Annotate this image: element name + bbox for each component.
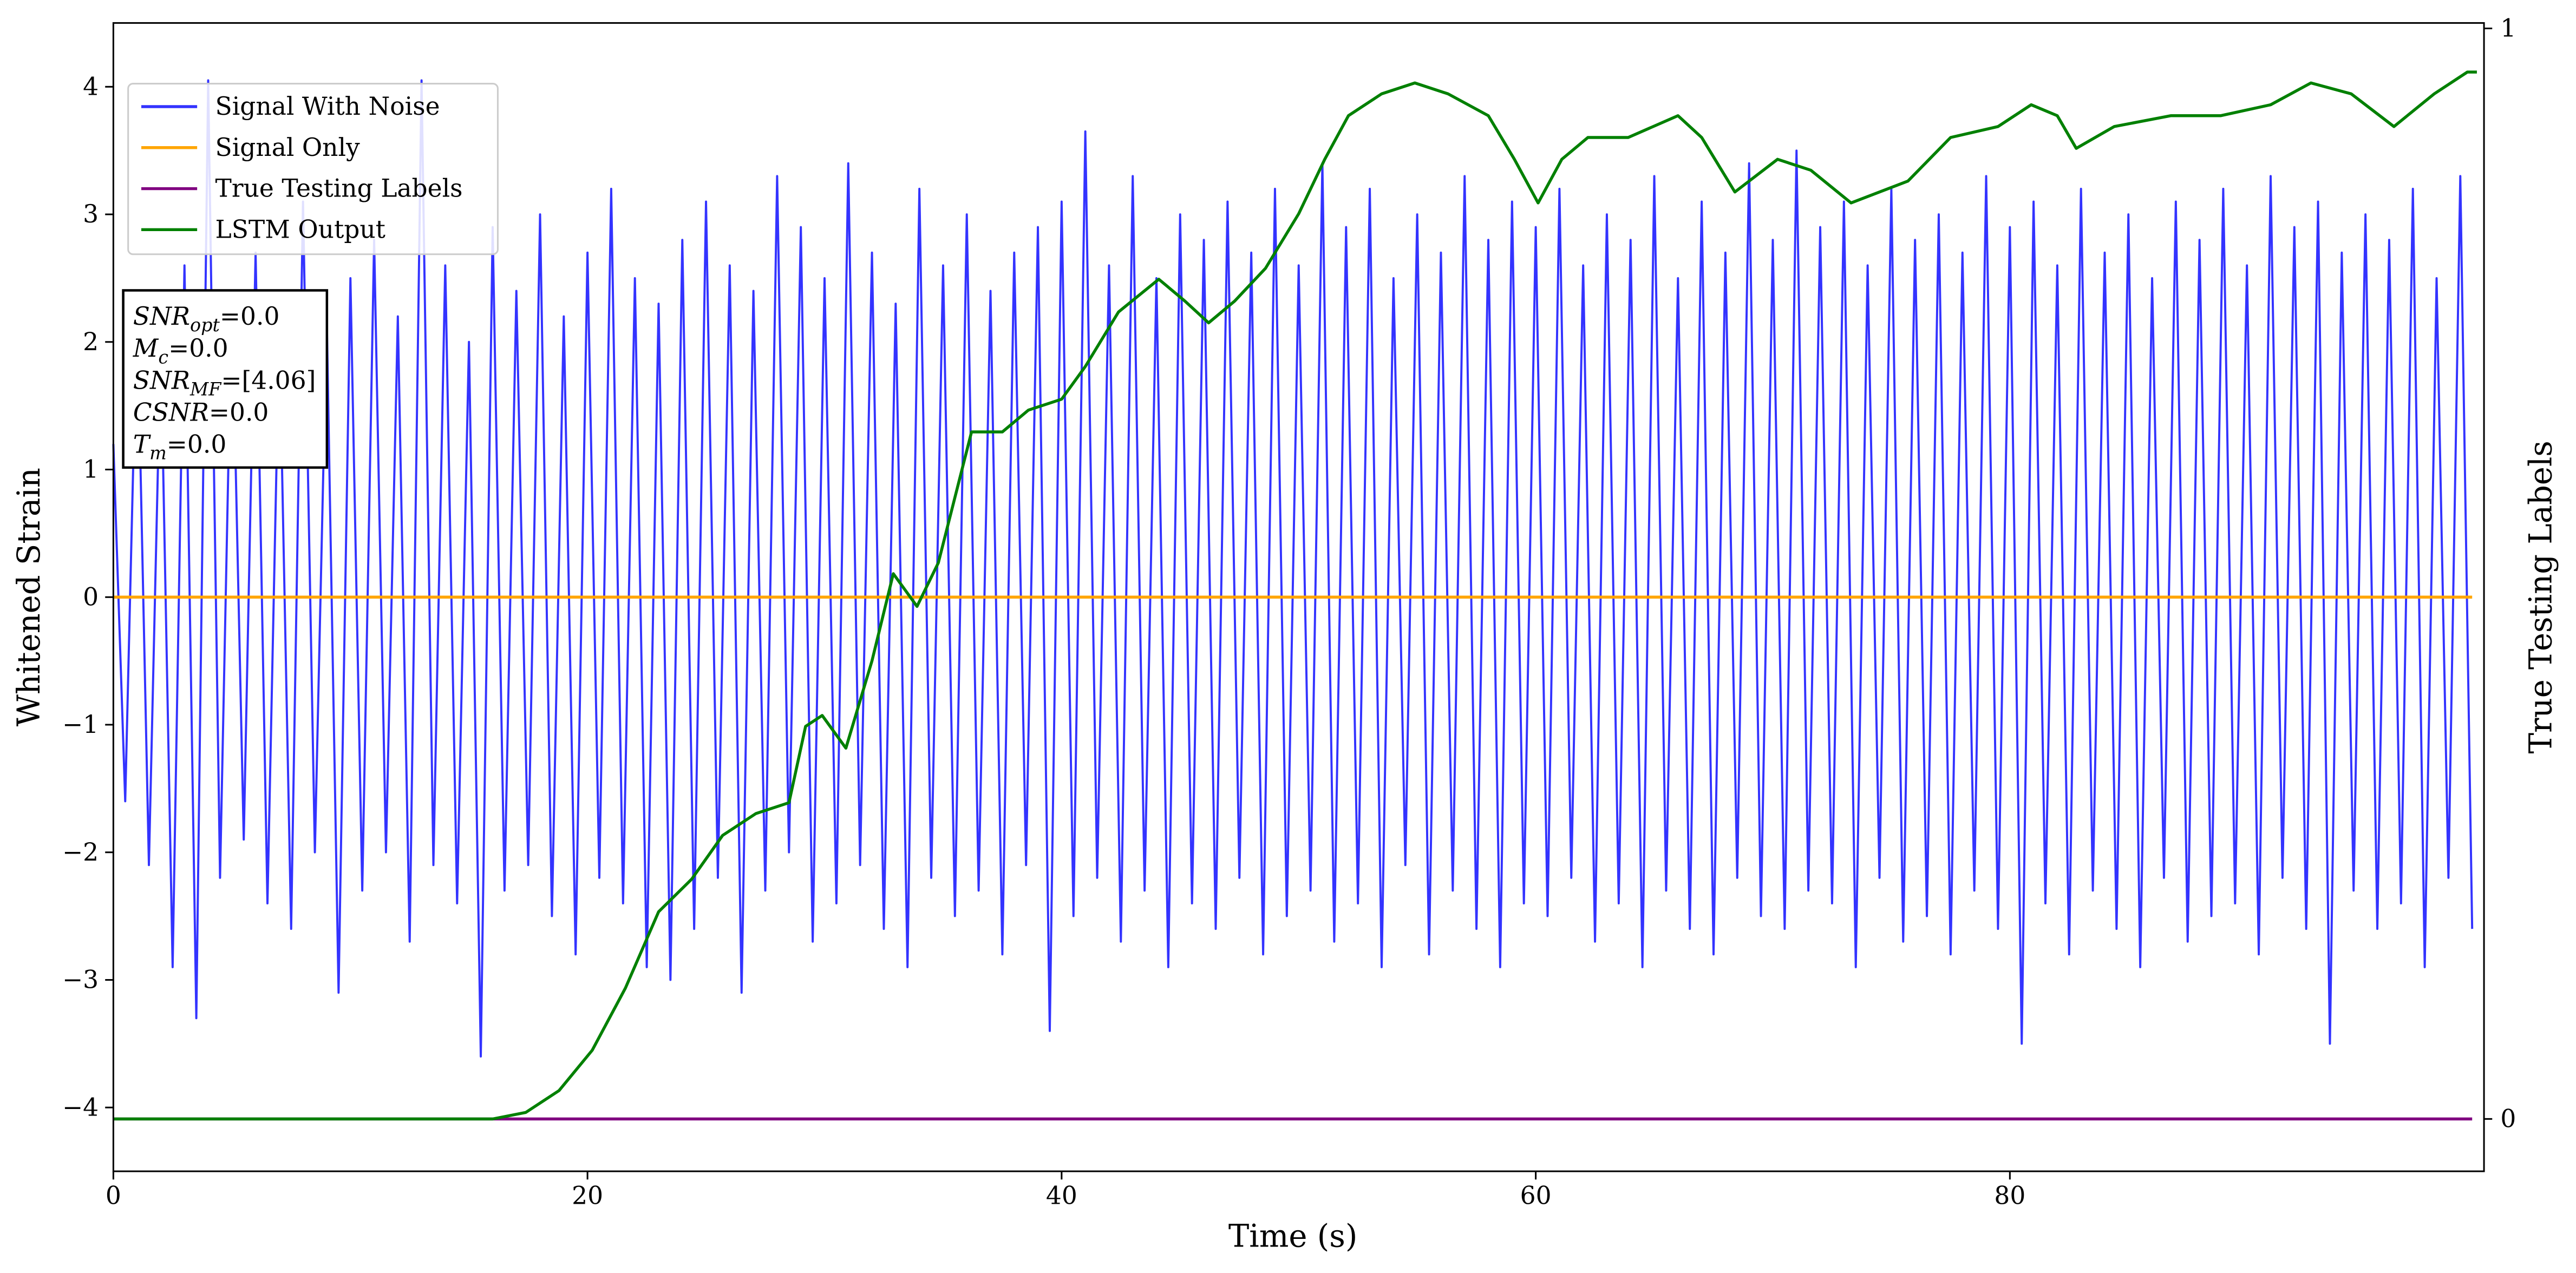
annotation-symbol: T — [133, 430, 152, 459]
y-tick-label: −2 — [62, 838, 99, 867]
x-tick-label: 80 — [1994, 1182, 2025, 1210]
y-tick-label: 3 — [83, 200, 99, 228]
legend-label: Signal Only — [215, 133, 361, 162]
y2-tick-label: 1 — [2500, 14, 2516, 43]
y-axis-label: Whitened Strain — [11, 468, 47, 726]
legend: Signal With Noise Signal Only True Testing… — [127, 83, 499, 255]
x-axis-label: Time (s) — [1228, 1218, 1358, 1255]
annotation-value: =0.0 — [220, 302, 280, 331]
annotation-value: =0.0 — [167, 430, 227, 459]
annotation-line: SNRopt=0.0 — [133, 302, 280, 336]
annotation-line: SNRMF=[4.06] — [133, 366, 316, 399]
annotation-box: SNRopt=0.0Mc=0.0SNRMF=[4.06]CSNR=0.0Tm=0… — [122, 289, 329, 469]
x-tick-label: 20 — [572, 1182, 603, 1210]
annotation-value: =0.0 — [209, 398, 269, 426]
annotation-symbol: SNR — [133, 366, 190, 395]
annotation-line: Mc=0.0 — [133, 334, 228, 368]
annotation-subscript: m — [149, 443, 167, 464]
x-tick-label: 60 — [1520, 1182, 1552, 1210]
y-tick-label: 0 — [83, 582, 99, 611]
y-tick-label: −3 — [62, 966, 99, 994]
annotation-symbol: M — [133, 334, 159, 363]
y-tick-label: 2 — [83, 327, 99, 356]
y2-axis-label: True Testing Labels — [2522, 441, 2559, 753]
legend-label: Signal With Noise — [215, 92, 440, 121]
x-tick-label: 40 — [1046, 1182, 1077, 1210]
y-tick-label: 4 — [83, 72, 99, 101]
y-tick-label: −4 — [62, 1093, 99, 1121]
legend-box — [127, 83, 499, 255]
legend-label: LSTM Output — [215, 215, 385, 244]
annotation-symbol: CSNR — [133, 398, 209, 426]
annotation-subscript: MF — [189, 378, 222, 399]
annotation-frame — [122, 289, 329, 469]
y2-tick-label: 0 — [2500, 1105, 2516, 1133]
legend-label: True Testing Labels — [215, 174, 463, 203]
annotation-line: CSNR=0.0 — [133, 398, 269, 426]
y-tick-label: −1 — [62, 710, 99, 739]
annotation-subscript: opt — [190, 314, 220, 336]
annotation-value: =[4.06] — [221, 366, 316, 395]
annotation-symbol: SNR — [133, 302, 190, 331]
y-tick-label: 1 — [83, 455, 99, 484]
annotation-value: =0.0 — [168, 334, 228, 363]
x-tick-label: 0 — [106, 1182, 121, 1210]
plot-area — [112, 70, 2477, 1121]
annotation-line: Tm=0.0 — [133, 430, 227, 464]
annotation-subscript: c — [158, 346, 168, 368]
series-line — [113, 70, 2477, 1121]
series-line — [112, 79, 2474, 1058]
